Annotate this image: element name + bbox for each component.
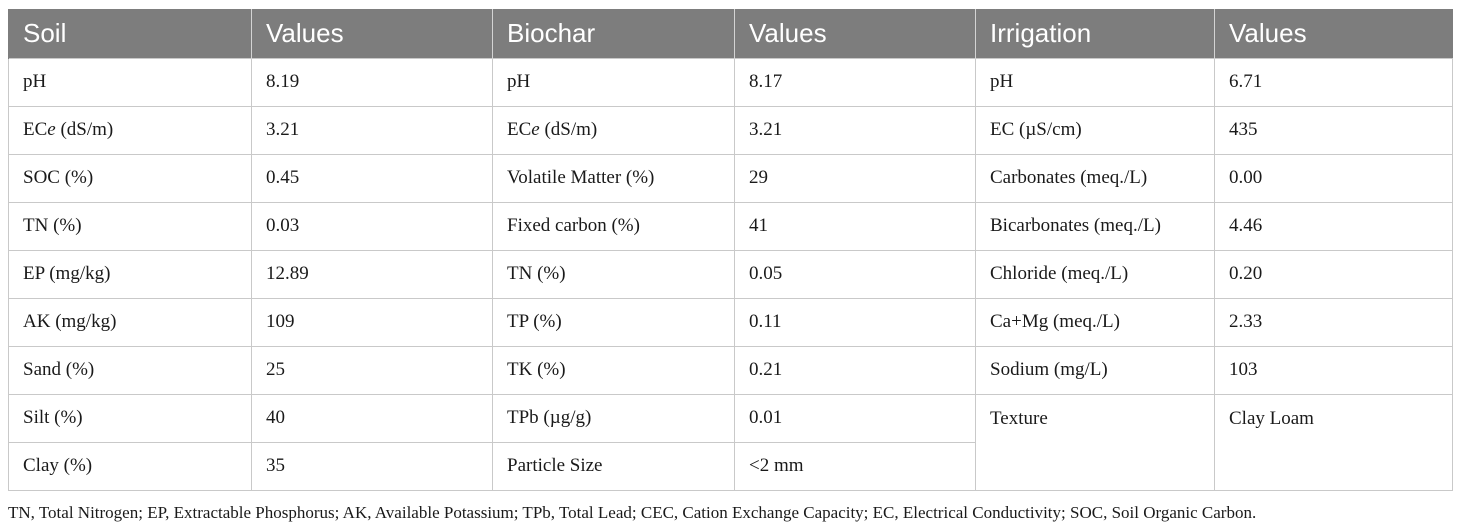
soil-parameter: Silt (%) (8, 393, 252, 443)
header-biochar: Biochar (492, 9, 735, 58)
irrigation-parameter: EC (µS/cm) (975, 105, 1215, 155)
biochar-value: 0.01 (734, 393, 976, 443)
soil-parameter: EP (mg/kg) (8, 249, 252, 299)
table-header-row: Soil Values Biochar Values Irrigation Va… (8, 9, 1453, 58)
header-irrigation: Irrigation (975, 9, 1215, 58)
biochar-value: <2 mm (734, 441, 976, 491)
soil-value: 25 (251, 345, 493, 395)
biochar-parameter: TN (%) (492, 249, 735, 299)
irrigation-parameter: Bicarbonates (meq./L) (975, 201, 1215, 251)
irrigation-value: 0.00 (1214, 153, 1453, 203)
irrigation-value: 0.20 (1214, 249, 1453, 299)
table-row: TN (%) 0.03 Fixed carbon (%) 41 Bicarbon… (8, 201, 1453, 251)
biochar-value: 3.21 (734, 105, 976, 155)
table-row: EP (mg/kg) 12.89 TN (%) 0.05 Chloride (m… (8, 249, 1453, 299)
biochar-value: 0.05 (734, 249, 976, 299)
soil-parameter: AK (mg/kg) (8, 297, 252, 347)
irrigation-parameter: pH (975, 57, 1215, 107)
irrigation-value: 4.46 (1214, 201, 1453, 251)
biochar-value: 0.11 (734, 297, 976, 347)
table-row: Sand (%) 25 TK (%) 0.21 Sodium (mg/L) 10… (8, 345, 1453, 395)
irrigation-value: 103 (1214, 345, 1453, 395)
table-row: ECe (dS/m) 3.21 ECe (dS/m) 3.21 EC (µS/c… (8, 105, 1453, 155)
soil-parameter: Clay (%) (8, 441, 252, 491)
header-soil-values: Values (251, 9, 493, 58)
irrigation-value: 2.33 (1214, 297, 1453, 347)
biochar-value: 8.17 (734, 57, 976, 107)
soil-value: 0.45 (251, 153, 493, 203)
biochar-value: 29 (734, 153, 976, 203)
biochar-parameter: pH (492, 57, 735, 107)
table-row: pH 8.19 pH 8.17 pH 6.71 (8, 57, 1453, 107)
biochar-parameter: TK (%) (492, 345, 735, 395)
biochar-parameter: Volatile Matter (%) (492, 153, 735, 203)
soil-value: 0.03 (251, 201, 493, 251)
irrigation-parameter: Carbonates (meq./L) (975, 153, 1215, 203)
soil-value: 40 (251, 393, 493, 443)
italic-subscript-e: e (531, 119, 540, 140)
soil-parameter: TN (%) (8, 201, 252, 251)
irrigation-parameter: Ca+Mg (meq./L) (975, 297, 1215, 347)
table-row: SOC (%) 0.45 Volatile Matter (%) 29 Carb… (8, 153, 1453, 203)
biochar-parameter: ECe (dS/m) (492, 105, 735, 155)
soil-parameter: Sand (%) (8, 345, 252, 395)
table-row: Silt (%) 40 TPb (µg/g) 0.01 Texture Clay… (8, 393, 1453, 491)
table-row: AK (mg/kg) 109 TP (%) 0.11 Ca+Mg (meq./L… (8, 297, 1453, 347)
biochar-value: 0.21 (734, 345, 976, 395)
irrigation-value: Clay Loam (1214, 393, 1453, 491)
table-row: Clay (%) 35 Particle Size <2 mm (8, 441, 1453, 491)
header-biochar-values: Values (734, 9, 976, 58)
soil-parameter: ECe (dS/m) (8, 105, 252, 155)
biochar-parameter: TP (%) (492, 297, 735, 347)
italic-subscript-e: e (47, 119, 56, 140)
header-soil: Soil (8, 9, 252, 58)
soil-value: 35 (251, 441, 493, 491)
soil-value: 109 (251, 297, 493, 347)
irrigation-parameter: Sodium (mg/L) (975, 345, 1215, 395)
irrigation-value: 6.71 (1214, 57, 1453, 107)
biochar-parameter: TPb (µg/g) (492, 393, 735, 443)
soil-parameter: SOC (%) (8, 153, 252, 203)
soil-parameter: pH (8, 57, 252, 107)
irrigation-parameter: Texture (975, 393, 1215, 491)
table-footnote: TN, Total Nitrogen; EP, Extractable Phos… (8, 503, 1257, 522)
soil-value: 3.21 (251, 105, 493, 155)
irrigation-value: 435 (1214, 105, 1453, 155)
soil-value: 12.89 (251, 249, 493, 299)
biochar-value: 41 (734, 201, 976, 251)
header-irrigation-values: Values (1214, 9, 1453, 58)
soil-value: 8.19 (251, 57, 493, 107)
biochar-parameter: Particle Size (492, 441, 735, 491)
irrigation-parameter: Chloride (meq./L) (975, 249, 1215, 299)
biochar-parameter: Fixed carbon (%) (492, 201, 735, 251)
properties-table: Soil Values Biochar Values Irrigation Va… (8, 9, 1453, 491)
